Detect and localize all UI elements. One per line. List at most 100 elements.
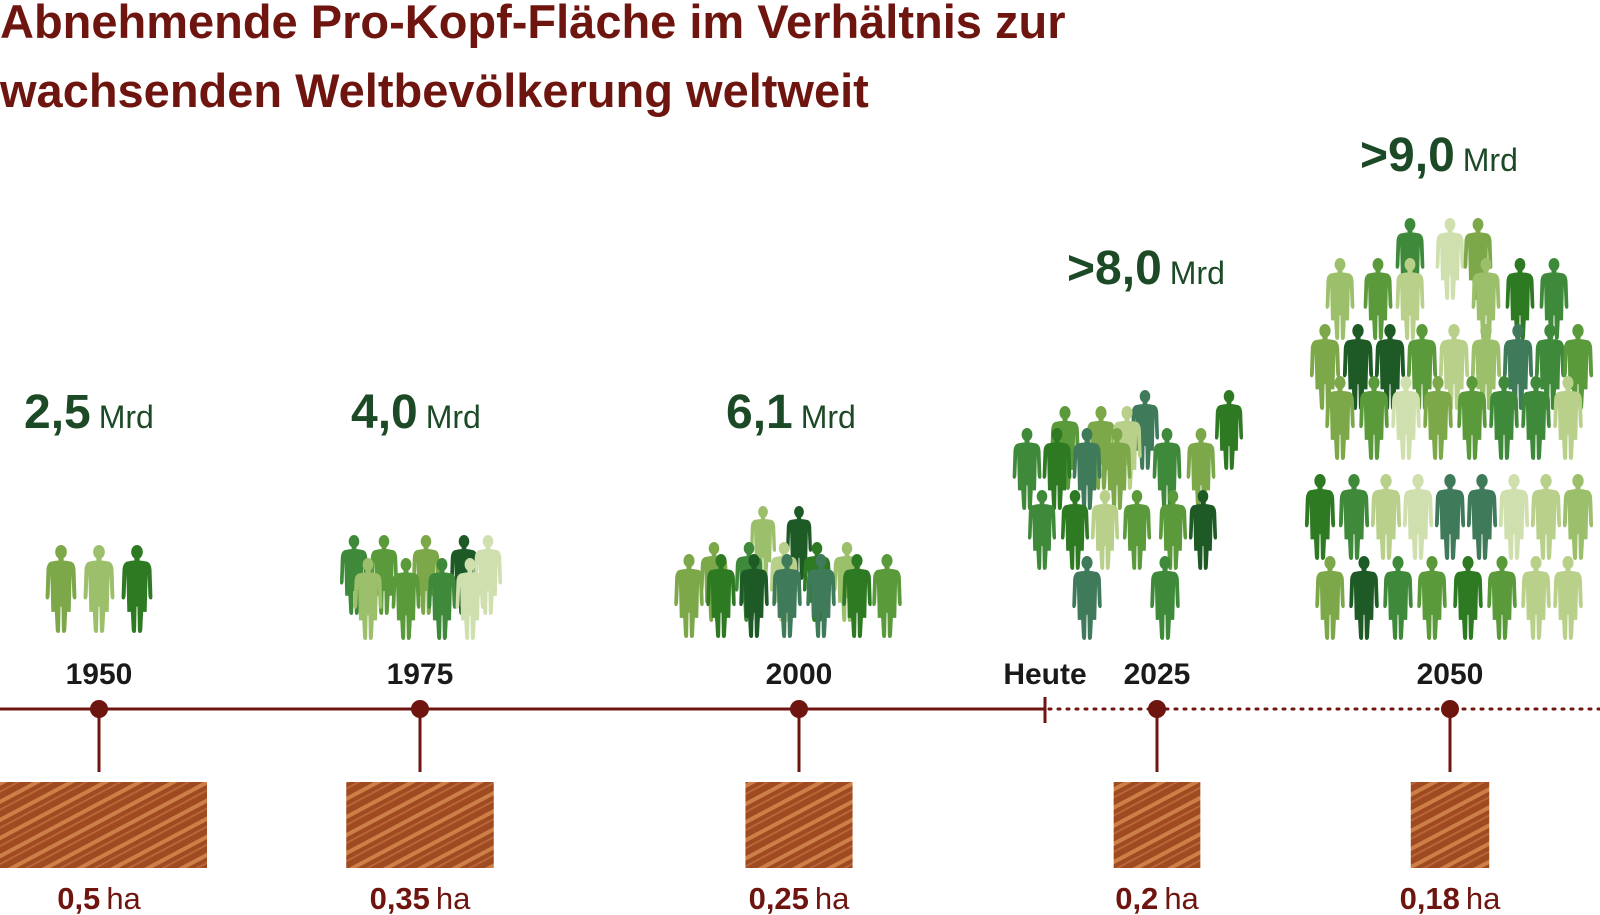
area-unit: ha: [1164, 881, 1199, 915]
population-label-2050: >9,0 Mrd: [1360, 129, 1518, 182]
people-pictograms: [45, 218, 1594, 640]
person-icon: [1042, 428, 1072, 510]
person-icon: [1521, 556, 1551, 640]
area-box-2025: [1113, 782, 1201, 868]
person-icon: [1553, 376, 1583, 460]
person-icon: [872, 554, 902, 638]
person-icon: [1315, 556, 1345, 640]
person-icon: [1539, 258, 1569, 340]
area-box-2050: [1410, 782, 1490, 868]
area-unit: ha: [815, 881, 850, 915]
area-value: 0,35: [370, 881, 430, 915]
area-box-1950: [0, 782, 207, 868]
person-icon: [1530, 474, 1562, 560]
area-label-2025: 0,2 ha: [1115, 881, 1199, 915]
person-icon: [1553, 556, 1583, 640]
population-unit: Mrd: [1170, 255, 1225, 291]
person-icon: [786, 506, 812, 580]
population-unit: Mrd: [426, 399, 481, 435]
person-icon: [1158, 490, 1188, 570]
year-label-2050: 2050: [1417, 658, 1484, 691]
area-label-2050: 0,18 ha: [1400, 881, 1502, 915]
person-icon: [1349, 556, 1379, 640]
population-label-2000: 6,1 Mrd: [726, 386, 856, 439]
people-group-2050: [1304, 218, 1594, 640]
person-icon: [750, 506, 776, 580]
person-icon: [1060, 490, 1090, 570]
person-icon: [1562, 324, 1594, 410]
person-icon: [1152, 428, 1182, 510]
person-icon: [1338, 474, 1370, 560]
person-icon: [1521, 376, 1551, 460]
area-label-1975: 0,35 ha: [370, 881, 472, 915]
person-icon: [1466, 474, 1498, 560]
person-icon: [674, 554, 704, 638]
person-icon: [1534, 324, 1566, 410]
population-value: 6,1: [726, 386, 793, 439]
person-icon: [1309, 324, 1341, 410]
person-icon: [1072, 428, 1102, 510]
year-label-1950: 1950: [66, 658, 133, 691]
person-icon: [1090, 490, 1120, 570]
person-icon: [1463, 218, 1493, 300]
person-icon: [1304, 474, 1336, 560]
person-icon: [1434, 474, 1466, 560]
person-icon: [1487, 556, 1517, 640]
person-icon: [1072, 556, 1102, 640]
area-value: 0,25: [749, 881, 809, 915]
people-group-1975: [339, 535, 503, 640]
person-icon: [45, 545, 77, 633]
person-icon: [1150, 556, 1180, 640]
area-unit: ha: [106, 881, 141, 915]
person-icon: [473, 535, 503, 615]
person-icon: [1438, 324, 1470, 410]
area-value: 0,2: [1115, 881, 1158, 915]
chart-title-line-2: wachsenden Weltbevölkerung weltweit: [0, 64, 869, 117]
population-label-1975: 4,0 Mrd: [351, 386, 481, 439]
area-value: 0,5: [57, 881, 100, 915]
person-icon: [1502, 324, 1534, 410]
population-unit: Mrd: [99, 399, 154, 435]
year-label-1975: 1975: [387, 658, 454, 691]
person-icon: [739, 554, 769, 638]
person-icon: [1435, 218, 1465, 300]
person-icon: [1423, 376, 1453, 460]
person-icon: [1383, 556, 1413, 640]
person-icon: [353, 558, 383, 640]
person-icon: [1489, 376, 1519, 460]
area-label-2000: 0,25 ha: [749, 881, 851, 915]
person-icon: [1374, 324, 1406, 410]
year-label-2000: 2000: [766, 658, 833, 691]
person-icon: [455, 558, 485, 640]
person-icon: [1186, 428, 1216, 510]
person-icon: [806, 554, 836, 638]
person-icon: [1471, 258, 1501, 340]
person-icon: [1363, 258, 1393, 340]
area-unit: ha: [1466, 881, 1501, 915]
people-group-2025: [1012, 390, 1244, 640]
person-icon: [1214, 390, 1244, 470]
population-value: 2,5: [24, 386, 91, 439]
person-icon: [411, 535, 441, 615]
person-icon: [1395, 258, 1425, 340]
population-value: >8,0: [1067, 242, 1162, 295]
person-icon: [706, 554, 736, 638]
person-icon: [427, 558, 457, 640]
person-icon: [1457, 376, 1487, 460]
chart-title-line-1: Abnehmende Pro-Kopf-Fläche im Verhältnis…: [0, 0, 1066, 48]
person-icon: [83, 545, 115, 633]
person-icon: [1130, 390, 1160, 470]
person-icon: [1453, 556, 1483, 640]
person-icon: [1012, 428, 1042, 510]
timeline: [0, 697, 1600, 868]
population-value: 4,0: [351, 386, 418, 439]
person-icon: [391, 558, 421, 640]
person-icon: [1391, 376, 1421, 460]
person-icon: [842, 554, 872, 638]
person-icon: [1406, 324, 1438, 410]
person-icon: [1359, 376, 1389, 460]
people-group-1950: [45, 545, 153, 633]
person-icon: [1188, 490, 1218, 570]
